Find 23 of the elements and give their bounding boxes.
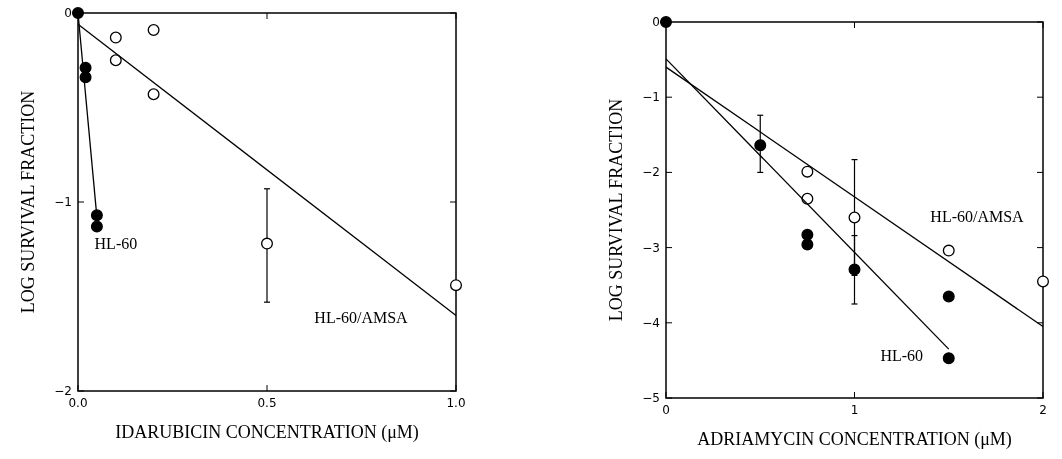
x-tick-label: 2 [1039, 403, 1047, 417]
y-tick-label: 0 [652, 15, 660, 29]
y-tick-label: −5 [642, 391, 660, 405]
series-label: HL-60 [94, 235, 138, 253]
x-tick-label: 0 [662, 403, 670, 417]
y-axis-title: LOG SURVIVAL FRACTION [606, 98, 626, 322]
x-tick-label: 1 [850, 403, 859, 417]
x-tick-label: 1.0 [446, 396, 466, 410]
x-tick-label: 0.5 [257, 396, 277, 410]
series-label: HL-60/AMSA [314, 309, 409, 327]
y-tick-label: −2 [54, 384, 72, 398]
series-label: HL-60 [880, 347, 924, 365]
y-tick-label: 0 [64, 6, 72, 20]
x-tick-label: 0.0 [68, 396, 88, 410]
y-tick-label: −3 [642, 240, 660, 255]
series-label: HL-60/AMSA [930, 207, 1025, 225]
y-tick-label: −1 [642, 90, 660, 105]
x-axis-title: ADRIAMYCIN CONCENTRATION (μM) [697, 429, 1012, 450]
y-tick-label: −4 [642, 315, 660, 330]
y-axis-title: LOG SURVIVAL FRACTION [18, 90, 38, 314]
y-tick-label: −2 [642, 165, 660, 180]
x-axis-title: IDARUBICIN CONCENTRATION (μM) [115, 422, 419, 443]
y-tick-label: −1 [54, 195, 72, 209]
